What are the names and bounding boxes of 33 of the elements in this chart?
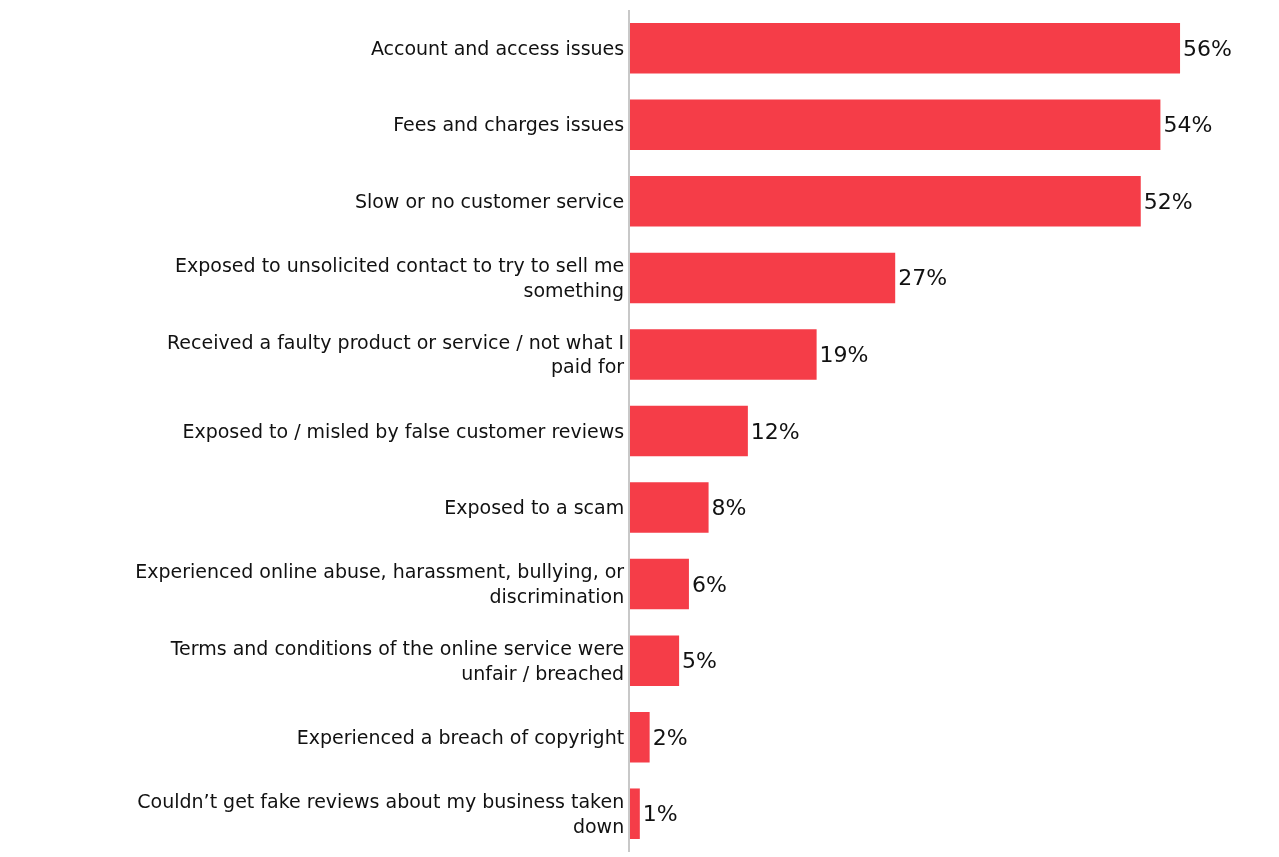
y-tick-label: Exposed to a scam — [444, 496, 625, 519]
bar — [630, 482, 709, 533]
y-tick-label: Experienced a breach of copyright — [296, 725, 625, 748]
data-label: 6% — [691, 571, 727, 597]
y-tick-label: Received a faulty product or service / not what I paid for — [167, 330, 625, 378]
data-label: 8% — [711, 495, 747, 521]
y-tick-label: Slow or no customer service — [354, 190, 625, 213]
data-label: 54% — [1163, 112, 1213, 138]
bar — [630, 176, 1141, 227]
bar — [630, 635, 680, 686]
bar — [630, 558, 689, 610]
data-label: 27% — [898, 265, 948, 291]
y-tick-label: Terms and conditions of the online service were unfair / breached — [169, 636, 625, 684]
bar — [630, 23, 1181, 74]
bar — [630, 252, 896, 304]
data-label: 52% — [1143, 188, 1193, 214]
data-label: 2% — [652, 724, 688, 750]
data-label: 12% — [750, 418, 800, 444]
y-tick-label: Couldn’t get fake reviews about my business taken down — [137, 790, 625, 837]
data-label: 5% — [682, 648, 718, 674]
data-label: 1% — [642, 801, 678, 827]
bar — [630, 711, 650, 763]
bar — [630, 405, 748, 457]
y-tick-label: Exposed to / misled by false customer reviews — [182, 419, 625, 442]
y-tick-label: Experienced online abuse, harassment, bullying, or discrimination — [135, 560, 625, 608]
y-tick-label: Account and access issues — [370, 36, 625, 59]
y-tick-label: Exposed to unsolicited contact to try to sell me something — [175, 254, 625, 301]
data-label: 56% — [1183, 35, 1232, 61]
bar — [630, 329, 817, 380]
y-tick-label: Fees and charges issues — [393, 113, 625, 136]
bar — [630, 788, 640, 839]
data-label: 19% — [819, 341, 869, 367]
bar — [630, 99, 1161, 151]
